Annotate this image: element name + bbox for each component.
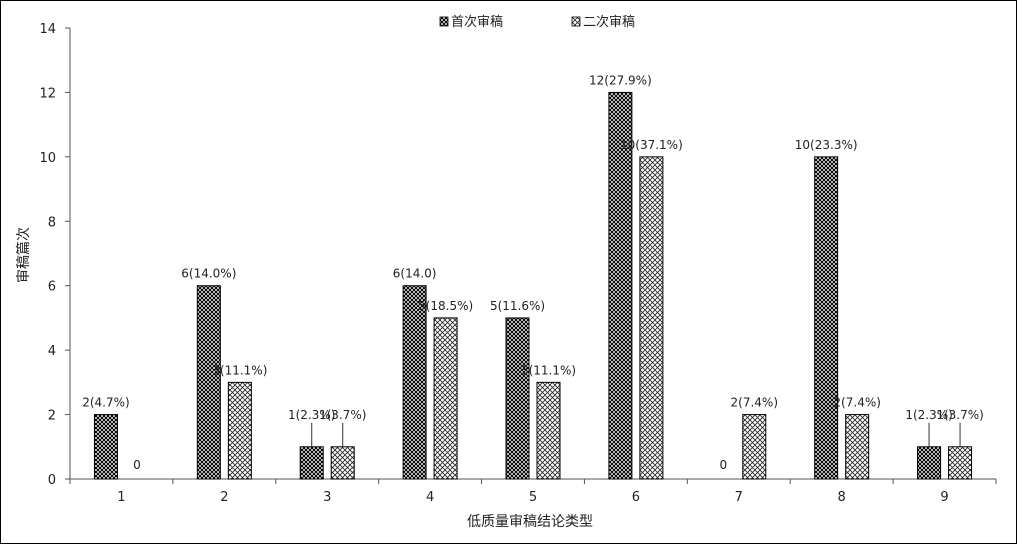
legend-swatch-first-review	[439, 16, 449, 27]
x-tick-label: 1	[117, 490, 125, 505]
bar-first-review	[402, 285, 427, 480]
x-tick-label: 6	[632, 490, 640, 505]
data-label-first-review: 5(11.6%)	[490, 299, 545, 313]
x-tick-label: 4	[426, 490, 434, 505]
legend: 首次审稿 二次审稿	[439, 14, 635, 30]
y-tick-label: 6	[48, 280, 56, 295]
data-label-second-review: 10(37.1%)	[620, 138, 683, 152]
bar-first-review	[299, 446, 324, 480]
y-tick-label: 12	[39, 86, 56, 101]
data-label-first-review: 0	[719, 458, 727, 472]
x-axis-title: 低质量审稿结论类型	[467, 514, 593, 530]
data-label-first-review: 12(27.9%)	[589, 73, 652, 87]
y-tick-label: 8	[48, 215, 56, 230]
data-label-second-review: 3(11.1%)	[212, 363, 267, 377]
legend-label-second-review: 二次审稿	[583, 14, 635, 30]
data-label-first-review: 6(14.0%)	[181, 267, 236, 281]
y-axis-title: 审稿篇次	[16, 227, 32, 283]
data-label-first-review: 2(4.7%)	[82, 396, 129, 410]
data-label-first-review: 6(14.0)	[393, 267, 437, 281]
bar-second-review	[742, 414, 767, 480]
bar-second-review	[639, 156, 664, 480]
data-label-second-review: 0	[133, 458, 141, 472]
y-tick-label: 14	[39, 22, 56, 37]
data-label-second-review: 1(3.7%)	[936, 408, 983, 422]
bar-first-review	[814, 156, 839, 480]
x-tick-label: 7	[735, 490, 743, 505]
bar-second-review	[845, 414, 870, 480]
bar-first-review	[93, 414, 118, 480]
data-label-second-review: 5(18.5%)	[418, 299, 473, 313]
y-tick-label: 0	[48, 473, 56, 488]
legend-label-first-review: 首次审稿	[451, 14, 503, 30]
bar-first-review	[196, 285, 221, 480]
bar-first-review	[505, 317, 530, 480]
bar-second-review	[433, 317, 458, 480]
x-tick-label: 5	[529, 490, 537, 505]
bar-second-review	[536, 381, 561, 480]
x-tick-label: 2	[220, 490, 228, 505]
x-tick-label: 9	[940, 490, 948, 505]
x-tick-label: 8	[838, 490, 846, 505]
bar-first-review	[917, 446, 942, 480]
data-label-second-review: 3(11.1%)	[521, 363, 576, 377]
data-label-second-review: 2(7.4%)	[731, 396, 778, 410]
y-tick-label: 4	[48, 344, 56, 359]
data-label-first-review: 1(2.3%)	[905, 408, 952, 422]
y-tick-label: 10	[39, 151, 56, 166]
x-tick-label: 3	[323, 490, 331, 505]
legend-swatch-second-review	[571, 16, 581, 27]
data-label-first-review: 10(23.3%)	[795, 138, 858, 152]
data-label-second-review: 1(3.7%)	[319, 408, 366, 422]
data-label-second-review: 2(7.4%)	[833, 396, 880, 410]
bar-first-review	[608, 91, 633, 480]
bar-second-review	[330, 446, 355, 480]
bar-second-review	[948, 446, 973, 480]
bar-second-review	[227, 381, 252, 480]
data-label-first-review: 1(2.3%)	[288, 408, 335, 422]
y-tick-label: 2	[48, 409, 56, 424]
